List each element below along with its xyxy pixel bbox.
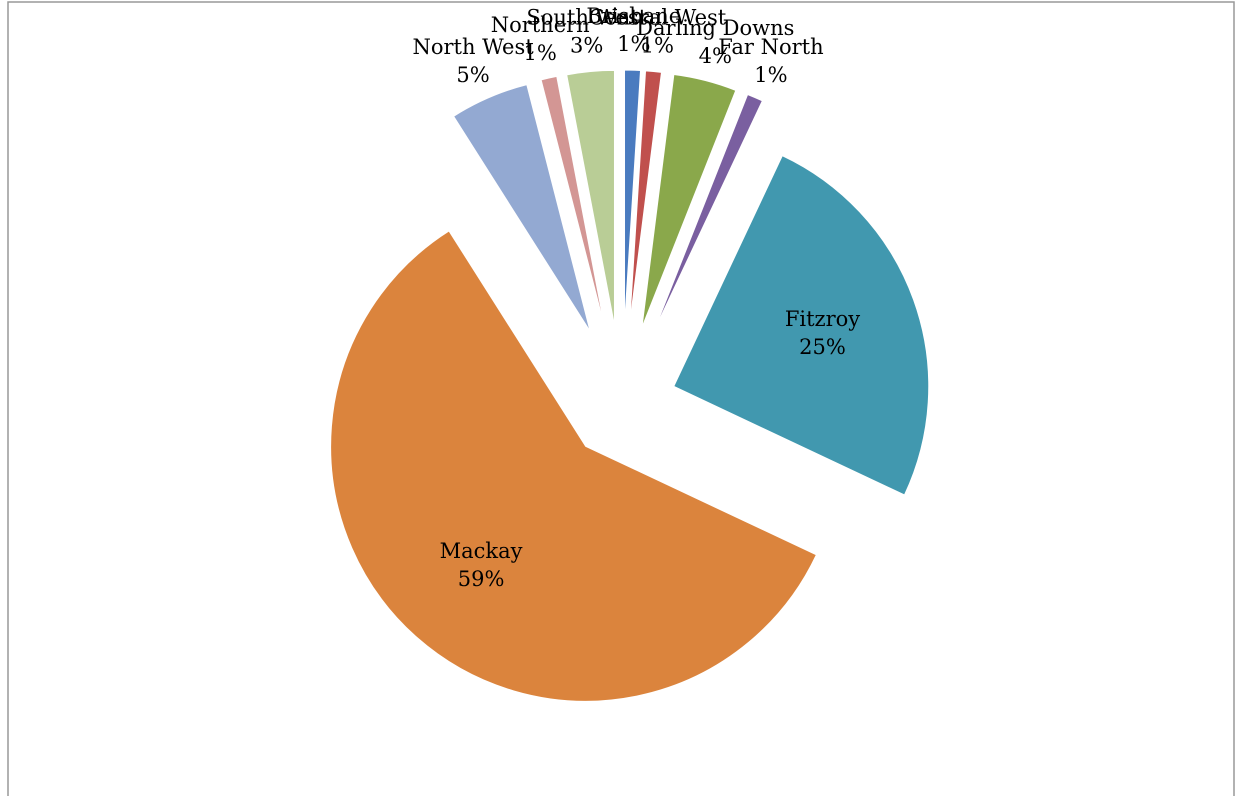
data-label: South West 3% bbox=[526, 5, 647, 57]
data-label: Fitzroy 25% bbox=[785, 306, 860, 358]
value-label: 1% bbox=[524, 41, 557, 65]
category-label: Mackay bbox=[440, 538, 523, 562]
category-label: South West bbox=[526, 5, 647, 29]
category-label: Far North bbox=[718, 34, 823, 58]
pie-slice bbox=[673, 154, 930, 496]
data-label: Far North 1% bbox=[718, 34, 823, 86]
chart-frame bbox=[7, 1, 1235, 796]
value-label: 59% bbox=[458, 566, 505, 590]
pie-slice bbox=[452, 83, 591, 332]
category-label: Brisbane bbox=[586, 4, 681, 28]
value-label: 5% bbox=[456, 62, 489, 86]
data-label: Brisbane 1% bbox=[586, 4, 681, 56]
pie-slice bbox=[641, 73, 737, 328]
value-label: 3% bbox=[570, 33, 603, 57]
value-label: 1% bbox=[754, 62, 787, 86]
category-label: Darling Downs bbox=[636, 15, 794, 39]
category-label: Central West bbox=[588, 5, 726, 29]
data-label: Mackay 59% bbox=[440, 538, 523, 590]
data-label: Central West 1% bbox=[588, 5, 726, 57]
pie-slice bbox=[330, 230, 818, 702]
value-label: 1% bbox=[641, 33, 674, 57]
value-label: 1% bbox=[617, 32, 650, 56]
data-label: Northern 1% bbox=[491, 13, 590, 65]
pie-slice bbox=[653, 93, 764, 332]
data-label: Darling Downs 4% bbox=[636, 15, 794, 67]
category-label: Fitzroy bbox=[785, 306, 860, 330]
category-label: Northern bbox=[491, 13, 590, 37]
value-label: 25% bbox=[799, 334, 846, 358]
pie-slice bbox=[624, 69, 642, 326]
category-label: North West bbox=[412, 34, 534, 58]
pie-slice bbox=[629, 70, 663, 326]
pie-slice bbox=[540, 75, 606, 328]
value-label: 4% bbox=[699, 43, 732, 67]
pie-slice bbox=[566, 69, 615, 326]
data-label: North West 5% bbox=[412, 34, 534, 86]
